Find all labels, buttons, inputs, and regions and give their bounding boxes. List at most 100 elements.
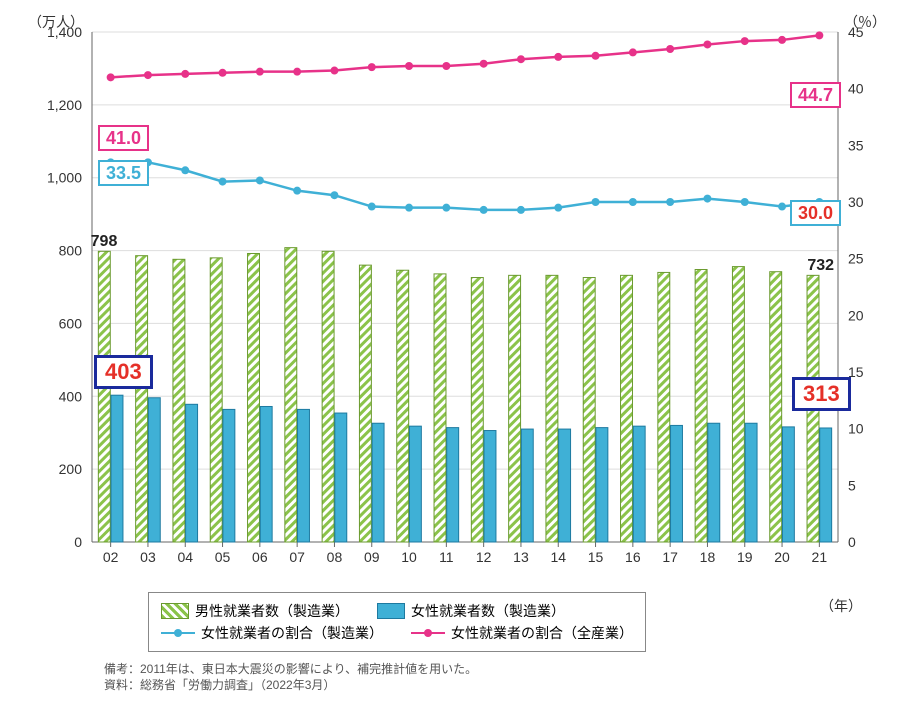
bar-male <box>136 256 148 542</box>
bar-male <box>210 258 222 542</box>
svg-text:11: 11 <box>439 549 454 565</box>
line-mfg-ratio <box>111 162 820 210</box>
callout: 313 <box>792 377 851 411</box>
bar-male <box>732 267 744 542</box>
bar-male <box>322 251 334 542</box>
bar-female <box>484 431 496 542</box>
legend-swatch <box>161 626 195 640</box>
footnote: 備考：2011年は、東日本大震災の影響により、補完推計値を用いた。 <box>104 660 477 677</box>
bar-female <box>298 409 310 542</box>
bar-female <box>223 409 235 542</box>
svg-text:18: 18 <box>700 549 716 565</box>
svg-text:16: 16 <box>625 549 641 565</box>
svg-text:06: 06 <box>252 549 268 565</box>
legend-label: 男性就業者数（製造業） <box>195 601 349 621</box>
svg-text:1,200: 1,200 <box>47 97 82 113</box>
svg-text:1,000: 1,000 <box>47 170 82 186</box>
legend-item: 女性就業者数（製造業） <box>377 601 565 621</box>
bar-male <box>173 259 185 542</box>
svg-text:30: 30 <box>848 194 864 210</box>
bar-male <box>98 251 110 542</box>
bar-female <box>559 429 571 542</box>
legend-swatch <box>161 603 189 619</box>
svg-text:03: 03 <box>140 549 156 565</box>
svg-text:04: 04 <box>177 549 193 565</box>
bar-female <box>148 398 160 542</box>
svg-text:12: 12 <box>476 549 492 565</box>
bar-male <box>434 274 446 542</box>
legend-swatch <box>411 626 445 640</box>
footnote: 資料：総務省「労働力調査」（2022年3月） <box>104 676 335 693</box>
bar-female <box>633 426 645 542</box>
svg-text:800: 800 <box>59 243 83 259</box>
legend-label: 女性就業者数（製造業） <box>411 601 565 621</box>
bar-male <box>509 275 521 542</box>
callout: 30.0 <box>790 200 841 226</box>
svg-text:0: 0 <box>74 534 82 550</box>
bar-female <box>335 413 347 542</box>
callout: 33.5 <box>98 160 149 186</box>
line-all-ratio <box>111 35 820 77</box>
bar-female <box>596 428 608 542</box>
svg-text:0: 0 <box>848 534 856 550</box>
callout: 403 <box>94 355 153 389</box>
legend-item: 男性就業者数（製造業） <box>161 601 349 621</box>
x-label: （年） <box>820 596 862 616</box>
bar-female <box>782 427 794 542</box>
y-right-label: （％） <box>844 12 886 32</box>
svg-text:19: 19 <box>737 549 753 565</box>
bar-male <box>397 270 409 542</box>
bar-female <box>521 429 533 542</box>
bar-male <box>770 272 782 542</box>
svg-text:08: 08 <box>327 549 343 565</box>
svg-text:600: 600 <box>59 315 83 331</box>
svg-text:10: 10 <box>848 421 864 437</box>
end-label: 732 <box>807 257 834 275</box>
y-left-label: （万人） <box>28 12 84 32</box>
svg-text:02: 02 <box>103 549 119 565</box>
bar-female <box>745 423 757 542</box>
svg-text:5: 5 <box>848 477 856 493</box>
bar-male <box>658 272 670 542</box>
bar-male <box>359 265 371 542</box>
end-label: 798 <box>91 233 118 251</box>
svg-text:13: 13 <box>513 549 529 565</box>
svg-text:200: 200 <box>59 461 83 477</box>
svg-text:20: 20 <box>774 549 790 565</box>
bar-female <box>111 395 123 542</box>
bar-male <box>248 253 260 542</box>
bar-female <box>447 428 459 542</box>
svg-text:40: 40 <box>848 81 864 97</box>
svg-text:15: 15 <box>588 549 604 565</box>
svg-text:400: 400 <box>59 388 83 404</box>
svg-text:20: 20 <box>848 307 864 323</box>
svg-text:07: 07 <box>289 549 305 565</box>
bar-male <box>583 278 595 542</box>
bar-male <box>695 270 707 542</box>
bar-male <box>546 275 558 542</box>
svg-text:25: 25 <box>848 251 864 267</box>
bar-male <box>621 275 633 542</box>
legend-swatch <box>377 603 405 619</box>
svg-text:21: 21 <box>812 549 828 565</box>
svg-text:17: 17 <box>662 549 678 565</box>
svg-text:10: 10 <box>401 549 417 565</box>
legend-item: 女性就業者の割合（製造業） <box>161 623 383 643</box>
bar-female <box>260 406 272 542</box>
bar-female <box>186 404 198 542</box>
svg-text:09: 09 <box>364 549 380 565</box>
svg-text:14: 14 <box>550 549 566 565</box>
legend-label: 女性就業者の割合（全産業） <box>451 623 633 643</box>
bar-female <box>820 428 832 542</box>
bar-female <box>708 423 720 542</box>
bar-female <box>409 426 421 542</box>
callout: 41.0 <box>98 125 149 151</box>
bar-male <box>471 278 483 542</box>
legend-label: 女性就業者の割合（製造業） <box>201 623 383 643</box>
bar-male <box>285 248 297 542</box>
bar-female <box>671 425 683 542</box>
legend: 男性就業者数（製造業） 女性就業者数（製造業） 女性就業者の割合（製造業） 女性就業者… <box>148 592 646 652</box>
svg-text:35: 35 <box>848 137 864 153</box>
svg-text:05: 05 <box>215 549 231 565</box>
bar-female <box>372 423 384 542</box>
